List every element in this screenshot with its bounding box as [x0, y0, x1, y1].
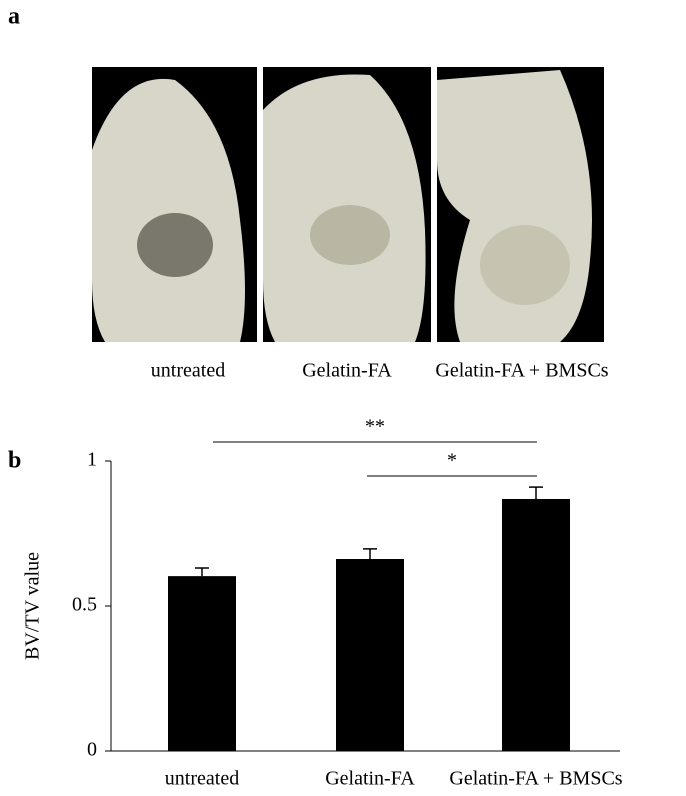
image-caption: Gelatin-FA [302, 360, 392, 382]
defect [137, 213, 213, 277]
y-tick-label: 1 [87, 449, 97, 471]
panel-label: a [8, 4, 20, 30]
bar [168, 576, 236, 751]
y-tick-label: 0 [87, 739, 97, 761]
y-tick-label: 0.5 [72, 594, 97, 616]
image-caption: untreated [151, 360, 225, 382]
defect [310, 205, 390, 265]
significance-label: * [447, 450, 457, 472]
x-tick-label: untreated [165, 768, 239, 790]
bar [336, 559, 404, 751]
x-tick-label: Gelatin-FA [325, 768, 415, 790]
x-tick-label: Gelatin-FA + BMSCs [449, 768, 622, 790]
panel-label: b [8, 448, 21, 474]
y-axis-label: BV/TV value [22, 552, 44, 660]
bone [92, 78, 245, 342]
micro-ct-images [92, 67, 604, 342]
image-caption: Gelatin-FA + BMSCs [435, 360, 608, 382]
significance-label: ** [365, 416, 385, 438]
bar [502, 498, 570, 751]
defect [480, 225, 570, 305]
